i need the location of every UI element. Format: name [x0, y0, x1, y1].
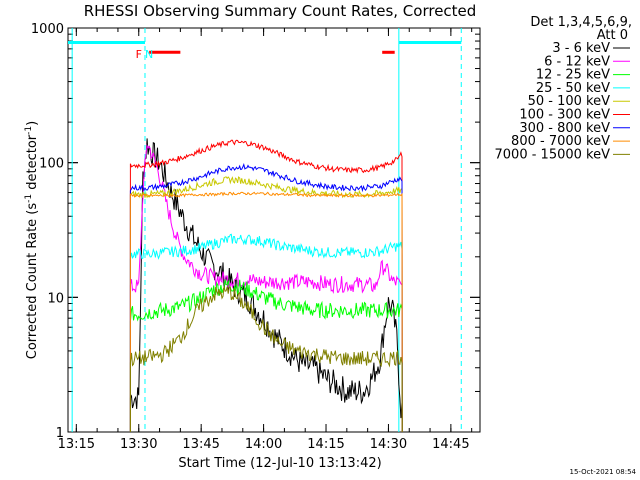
- plot-frame-rect: [67, 27, 481, 433]
- series-line-4: [129, 233, 403, 433]
- legend-entry-label: 12 - 25 keV: [536, 68, 610, 83]
- x-tick-label: 14:00: [245, 437, 282, 452]
- series-line-6: [129, 139, 403, 433]
- y-axis-label-end: ): [25, 121, 40, 126]
- series-line-8: [129, 191, 403, 433]
- x-axis-label: Start Time (12-Jul-10 13:13:42): [178, 456, 381, 471]
- legend-entry-label: 25 - 50 keV: [536, 81, 610, 96]
- legend-entry-label: 800 - 7000 keV: [511, 134, 610, 149]
- x-tick-label: 13:15: [58, 437, 95, 452]
- y-axis-label: Corrected Count Rate (s-1 detector-1): [24, 121, 40, 359]
- x-tick-label: 14:30: [370, 437, 407, 452]
- y-axis-label-mid: detector: [25, 134, 40, 194]
- x-tick-label: 14:15: [307, 437, 344, 452]
- series-line-7: [129, 163, 403, 433]
- plot-frame: [67, 27, 481, 433]
- y-tick-label: 10: [47, 291, 64, 306]
- legend-entry-label: 300 - 800 keV: [519, 121, 610, 136]
- y-tick-label: 1000: [31, 22, 64, 37]
- y-axis-label-main: Corrected Count Rate (s: [25, 203, 40, 360]
- series-line-5: [129, 176, 403, 433]
- legend-entry-label: 100 - 300 keV: [519, 108, 610, 123]
- footer-timestamp: 15-Oct-2021 08:54: [570, 468, 637, 476]
- flag-letter: N: [145, 48, 153, 61]
- series-line-3: [129, 279, 403, 433]
- vertical-markers: [71, 28, 462, 432]
- x-tick-label: 13:45: [182, 437, 219, 452]
- y-tick-label: 100: [39, 157, 64, 172]
- x-tick-labels: 13:15 13:30 13:45 14:00 14:15 14:30 14:45: [58, 437, 470, 452]
- axis-ticks: [68, 27, 480, 433]
- chart-title: RHESSI Observing Summary Count Rates, Co…: [84, 2, 477, 20]
- legend-header-line2: Att 0: [597, 28, 628, 43]
- legend-header-line1: Det 1,3,4,5,6,9,: [530, 15, 632, 30]
- y-tick-label: 1: [56, 426, 64, 441]
- x-tick-label: 14:45: [432, 437, 469, 452]
- flag-letter: F: [136, 48, 142, 61]
- legend-entry-label: 3 - 6 keV: [552, 41, 610, 56]
- y-axis-label-sup1: -1: [24, 194, 34, 203]
- y-tick-labels: 1 10 100 1000: [31, 22, 64, 441]
- series-line-2: [129, 143, 403, 433]
- x-tick-label: 13:30: [120, 437, 157, 452]
- y-axis-label-sup2: -1: [24, 126, 34, 135]
- legend-entry-label: 6 - 12 keV: [544, 54, 610, 69]
- legend-entry-label: 7000 - 15000 keV: [495, 147, 611, 162]
- series-line-9: [129, 286, 403, 433]
- series-group: [129, 138, 403, 433]
- legend-entry-label: 50 - 100 keV: [528, 94, 611, 109]
